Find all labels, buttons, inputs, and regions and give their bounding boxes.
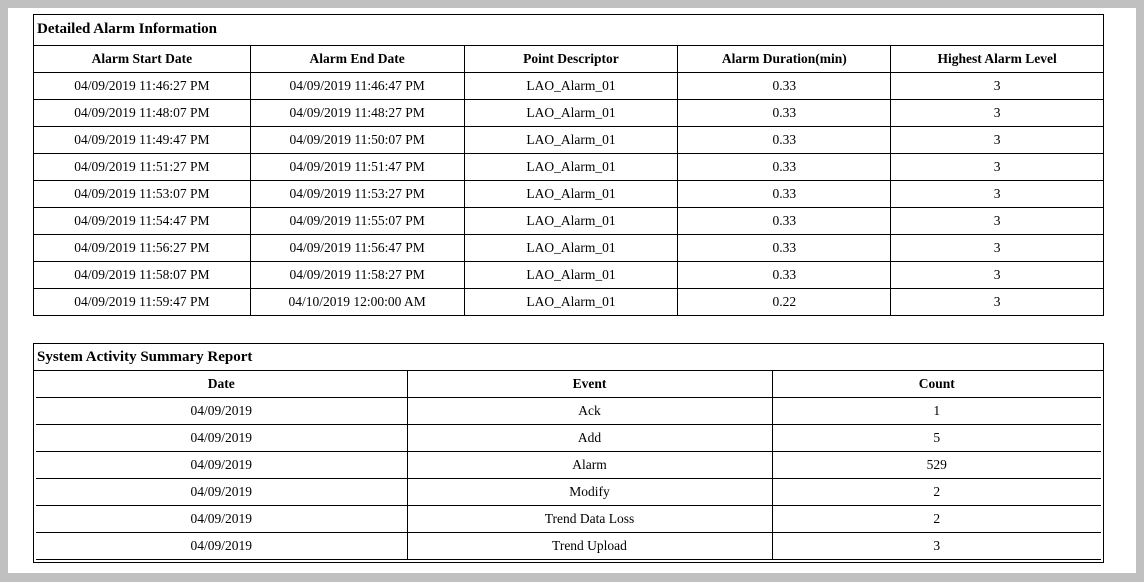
table-cell: LAO_Alarm_01: [463, 261, 679, 289]
table-cell: 04/10/2019 12:00:00 AM: [249, 288, 465, 316]
table-cell: Modify: [406, 478, 773, 506]
table-row: 04/09/2019 Modify 2: [36, 478, 1101, 506]
table-cell: 04/09/2019 11:53:07 PM: [33, 180, 251, 208]
table-cell: 5: [771, 424, 1101, 452]
table-cell: 0.22: [677, 288, 892, 316]
column-header: Point Descriptor: [463, 45, 679, 73]
table-cell: 04/09/2019 11:56:27 PM: [33, 234, 251, 262]
table-cell: 0.33: [677, 153, 892, 181]
table-cell: 04/09/2019 11:51:27 PM: [33, 153, 251, 181]
table-cell: 3: [890, 234, 1104, 262]
table-cell: Add: [406, 424, 773, 452]
table-cell: 529: [771, 451, 1101, 479]
table-cell: 04/09/2019: [36, 451, 408, 479]
table-cell: 04/09/2019: [36, 424, 408, 452]
table-cell: 0.33: [677, 72, 892, 100]
table-cell: 3: [890, 72, 1104, 100]
column-header: Count: [771, 371, 1101, 398]
table-cell: 3: [771, 532, 1101, 560]
table-row: 04/09/2019 11:49:47 PM 04/09/2019 11:50:0…: [33, 126, 1104, 154]
table-cell: 04/09/2019 11:58:07 PM: [33, 261, 251, 289]
table-cell: LAO_Alarm_01: [463, 99, 679, 127]
column-header: Event: [406, 371, 773, 398]
table-cell: 3: [890, 288, 1104, 316]
table-cell: 04/09/2019: [36, 532, 408, 560]
table-header-row: Alarm Start Date Alarm End Date Point Desc…: [33, 45, 1104, 73]
table-cell: 3: [890, 153, 1104, 181]
detailed-alarm-information-section: Detailed Alarm Information Alarm Start D…: [33, 14, 1104, 316]
table-cell: 1: [771, 397, 1101, 425]
table-cell: 04/09/2019: [36, 505, 408, 533]
table-cell: 04/09/2019 11:50:07 PM: [249, 126, 465, 154]
system-activity-summary-section: System Activity Summary Report Date Event…: [33, 343, 1104, 563]
table-cell: 0.33: [677, 234, 892, 262]
column-header: Alarm Duration(min): [677, 45, 892, 73]
column-header: Highest Alarm Level: [890, 45, 1104, 73]
table-cell: 04/09/2019 11:49:47 PM: [33, 126, 251, 154]
table-row: 04/09/2019 11:56:27 PM 04/09/2019 11:56:4…: [33, 234, 1104, 262]
table-cell: 3: [890, 261, 1104, 289]
table-cell: 2: [771, 505, 1101, 533]
table-cell: 04/09/2019: [36, 397, 408, 425]
report-page: Detailed Alarm Information Alarm Start D…: [8, 8, 1136, 573]
table-cell: 0.33: [677, 261, 892, 289]
table-cell: 3: [890, 99, 1104, 127]
table-cell: 04/09/2019 11:56:47 PM: [249, 234, 465, 262]
table-cell: 3: [890, 180, 1104, 208]
table-cell: LAO_Alarm_01: [463, 180, 679, 208]
table-cell: 0.33: [677, 180, 892, 208]
table-cell: 3: [890, 207, 1104, 235]
table-cell: LAO_Alarm_01: [463, 72, 679, 100]
activity-table: Date Event Count 04/09/2019 Ack 1 04/09/2019 A…: [36, 371, 1101, 560]
table-row: 04/09/2019 Add 5: [36, 424, 1101, 452]
table-row: 04/09/2019 Trend Upload 3: [36, 532, 1101, 560]
table-cell: LAO_Alarm_01: [463, 234, 679, 262]
table-row: 04/09/2019 Ack 1: [36, 397, 1101, 425]
table-cell: 04/09/2019 11:51:47 PM: [249, 153, 465, 181]
table-row: 04/09/2019 11:46:27 PM 04/09/2019 11:46:4…: [33, 72, 1104, 100]
table-cell: 04/09/2019 11:54:47 PM: [33, 207, 251, 235]
table-header-row: Date Event Count: [36, 371, 1101, 398]
table-cell: LAO_Alarm_01: [463, 288, 679, 316]
table-cell: 2: [771, 478, 1101, 506]
table-cell: 04/09/2019 11:48:07 PM: [33, 99, 251, 127]
table-cell: Trend Upload: [406, 532, 773, 560]
column-header: Alarm End Date: [249, 45, 465, 73]
table-cell: Alarm: [406, 451, 773, 479]
table-row: 04/09/2019 11:53:07 PM 04/09/2019 11:53:2…: [33, 180, 1104, 208]
table-cell: LAO_Alarm_01: [463, 207, 679, 235]
table-cell: 04/09/2019: [36, 478, 408, 506]
section-title: System Activity Summary Report: [34, 344, 1103, 371]
table-cell: Ack: [406, 397, 773, 425]
section-title: Detailed Alarm Information: [33, 14, 1104, 45]
table-row: 04/09/2019 11:54:47 PM 04/09/2019 11:55:0…: [33, 207, 1104, 235]
table-row: 04/09/2019 11:59:47 PM 04/10/2019 12:00:0…: [33, 288, 1104, 316]
table-cell: 0.33: [677, 126, 892, 154]
table-cell: 04/09/2019 11:59:47 PM: [33, 288, 251, 316]
table-row: 04/09/2019 11:48:07 PM 04/09/2019 11:48:2…: [33, 99, 1104, 127]
table-cell: 0.33: [677, 207, 892, 235]
table-cell: 04/09/2019 11:46:27 PM: [33, 72, 251, 100]
table-cell: LAO_Alarm_01: [463, 126, 679, 154]
table-cell: 3: [890, 126, 1104, 154]
table-cell: 04/09/2019 11:55:07 PM: [249, 207, 465, 235]
table-row: 04/09/2019 11:58:07 PM 04/09/2019 11:58:2…: [33, 261, 1104, 289]
table-row: 04/09/2019 Trend Data Loss 2: [36, 505, 1101, 533]
table-row: 04/09/2019 11:51:27 PM 04/09/2019 11:51:4…: [33, 153, 1104, 181]
table-cell: 04/09/2019 11:48:27 PM: [249, 99, 465, 127]
table-cell: Trend Data Loss: [406, 505, 773, 533]
table-cell: 04/09/2019 11:46:47 PM: [249, 72, 465, 100]
column-header: Date: [36, 371, 408, 398]
table-cell: 04/09/2019 11:58:27 PM: [249, 261, 465, 289]
table-cell: LAO_Alarm_01: [463, 153, 679, 181]
alarm-table: Alarm Start Date Alarm End Date Point Desc…: [33, 45, 1104, 316]
table-row: 04/09/2019 Alarm 529: [36, 451, 1101, 479]
column-header: Alarm Start Date: [33, 45, 251, 73]
table-cell: 0.33: [677, 99, 892, 127]
table-cell: 04/09/2019 11:53:27 PM: [249, 180, 465, 208]
